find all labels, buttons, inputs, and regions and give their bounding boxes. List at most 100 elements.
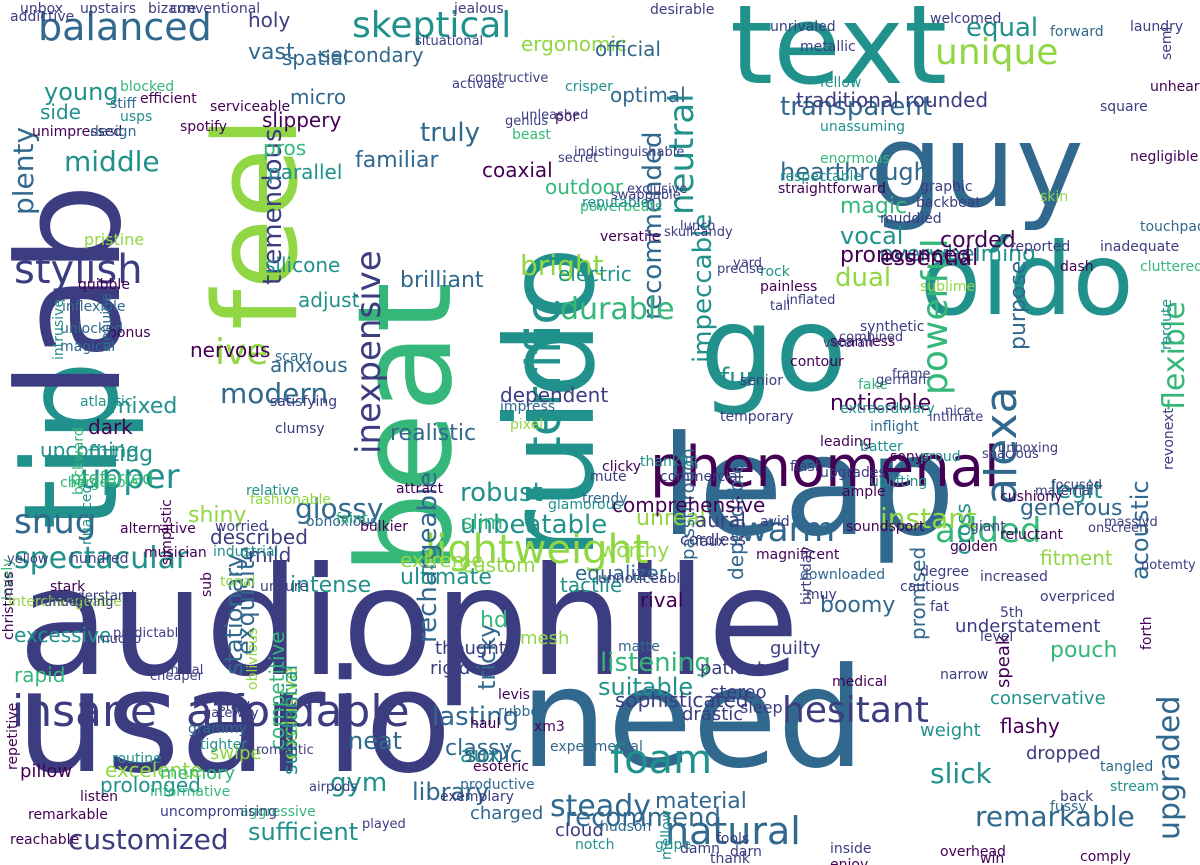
word-cloud-term: outdoor xyxy=(545,175,624,199)
word-cloud-term: fake xyxy=(858,377,888,393)
word-cloud-term: added xyxy=(935,511,1042,551)
word-cloud-term: scary xyxy=(275,349,313,365)
word-cloud-term: tangled xyxy=(1100,759,1154,775)
word-cloud-term: focused xyxy=(1051,478,1102,493)
word-cloud-term: prolonged xyxy=(100,773,201,797)
word-cloud-term: tighter xyxy=(200,737,247,753)
word-cloud-term: bonus xyxy=(108,325,151,341)
word-cloud-term: cordless xyxy=(680,530,746,549)
word-cloud-term: excessive xyxy=(14,623,112,647)
word-cloud-term: drastic xyxy=(682,704,744,725)
word-cloud-term: serviceable xyxy=(210,99,291,115)
word-cloud-term: versatile xyxy=(600,229,661,245)
word-cloud-term: relative xyxy=(246,483,299,499)
word-cloud-term: forth xyxy=(1139,616,1155,650)
word-cloud-term: substantial xyxy=(278,664,302,775)
word-cloud-term: trendy xyxy=(582,491,628,507)
word-cloud-term: german xyxy=(876,373,927,388)
word-cloud-term: truly xyxy=(420,118,480,148)
word-cloud-term: instant xyxy=(880,502,977,535)
word-cloud-term: remarkable xyxy=(975,800,1135,833)
word-cloud-term: corded xyxy=(940,228,1016,253)
word-cloud-term: upper xyxy=(80,457,180,497)
word-cloud-term: weight xyxy=(920,720,981,741)
word-cloud-term: listening xyxy=(600,648,711,678)
word-cloud-term: magic xyxy=(840,194,908,219)
word-cloud-term: giant xyxy=(970,519,1006,535)
word-cloud-term: golden xyxy=(950,539,998,555)
word-cloud-term: inside xyxy=(830,841,872,857)
word-cloud-term: increased xyxy=(980,569,1048,585)
word-cloud-term: inexpensive xyxy=(349,250,389,454)
word-cloud-term: spectacular xyxy=(14,541,189,576)
word-cloud-term: overhead xyxy=(940,844,1006,860)
word-cloud-term: revonext xyxy=(1161,408,1177,470)
word-cloud-term: spotify xyxy=(180,119,228,135)
word-cloud-term: pristine xyxy=(84,230,145,249)
word-cloud-term: enormous xyxy=(820,151,890,167)
word-cloud-term: brilliant xyxy=(400,268,484,293)
word-cloud-term: shiny xyxy=(188,503,247,528)
word-cloud-term: onscreen xyxy=(1088,521,1148,536)
word-cloud-term: overwhelming xyxy=(880,242,1037,267)
word-cloud-term: interchangeable xyxy=(8,594,122,610)
word-cloud-term: hd xyxy=(480,608,508,633)
word-cloud-term: balanced xyxy=(38,5,212,49)
word-cloud-term: usario xyxy=(16,640,452,805)
word-cloud-term: gripe xyxy=(655,837,692,853)
word-cloud-term: lunch xyxy=(680,219,716,234)
word-cloud-term: sublime xyxy=(920,279,976,295)
word-cloud-term: nervous xyxy=(190,338,271,362)
word-cloud-term: secondary xyxy=(320,43,424,67)
word-cloud-term: mixed xyxy=(110,394,178,419)
word-cloud-term: unleashed xyxy=(521,108,589,123)
word-cloud-term: foam xyxy=(610,737,713,783)
word-cloud-term: sophisticated xyxy=(615,688,749,712)
word-cloud-term: maternal xyxy=(1035,484,1094,499)
word-cloud-term: jealous xyxy=(454,1,504,17)
word-cloud-term: yard xyxy=(733,256,763,271)
word-cloud-term: flash xyxy=(790,459,824,475)
word-cloud-term: quibble xyxy=(78,277,130,293)
word-cloud-term: slippery xyxy=(262,108,342,132)
word-cloud-term: natural xyxy=(665,809,801,853)
word-cloud-term: unnoticeable xyxy=(598,571,689,587)
word-cloud-term: pronounced xyxy=(840,243,971,268)
word-cloud-term: affordable xyxy=(186,686,410,737)
word-cloud-term: flashy xyxy=(1000,714,1060,738)
word-cloud-term: reachable xyxy=(10,832,80,848)
word-cloud-term: silicone xyxy=(265,253,341,277)
word-cloud-term: aux xyxy=(460,743,501,768)
word-cloud-term: precise xyxy=(717,262,764,277)
word-cloud-term: unlocked xyxy=(60,321,124,337)
word-cloud-term: atlantic xyxy=(80,394,133,410)
word-cloud-term: batter xyxy=(860,439,903,455)
word-cloud-term: faint xyxy=(336,511,368,527)
word-cloud-term: thought xyxy=(435,638,506,659)
word-cloud-term: powerbeats xyxy=(580,199,663,215)
word-cloud-term: unique xyxy=(935,32,1059,73)
word-cloud-term: mute xyxy=(590,469,627,485)
word-cloud-term: musician xyxy=(144,545,207,561)
word-cloud-term: satisfying xyxy=(270,394,338,410)
word-cloud-term: secret xyxy=(558,151,599,166)
word-cloud-term: clicky xyxy=(602,459,642,475)
word-cloud-term: worried xyxy=(215,519,268,535)
word-cloud-term: generous xyxy=(1020,496,1123,521)
word-cloud-term: bizarre xyxy=(148,1,197,17)
word-cloud-term: dash xyxy=(1060,259,1094,275)
word-cloud-term: adjust xyxy=(298,288,360,312)
word-cloud-term: anxious xyxy=(270,353,348,377)
word-cloud-term: leap xyxy=(660,406,956,567)
word-cloud-term: cautious xyxy=(900,579,960,595)
word-cloud-term: ive xyxy=(215,332,269,373)
word-cloud-term: square xyxy=(1100,99,1148,115)
word-cloud-term: inflated xyxy=(786,293,836,308)
word-cloud-term: charged xyxy=(470,803,544,824)
word-cloud-term: uncompromising xyxy=(160,804,278,820)
word-cloud-term: informative xyxy=(150,784,231,800)
word-cloud-term: touchpad xyxy=(1140,219,1200,235)
word-cloud-term: impress xyxy=(500,399,556,415)
word-cloud-term: understatement xyxy=(955,616,1101,637)
word-cloud-term: ample xyxy=(842,484,886,500)
